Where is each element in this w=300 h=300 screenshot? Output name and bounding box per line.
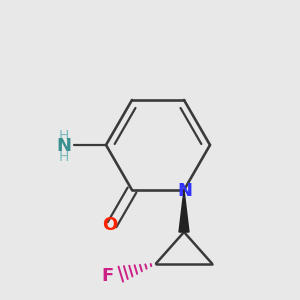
Text: F: F (102, 267, 114, 285)
Text: N: N (56, 137, 71, 155)
Text: O: O (102, 216, 118, 234)
Text: H: H (59, 150, 69, 164)
Text: N: N (178, 182, 193, 200)
Polygon shape (179, 190, 189, 232)
Text: H: H (59, 129, 69, 143)
